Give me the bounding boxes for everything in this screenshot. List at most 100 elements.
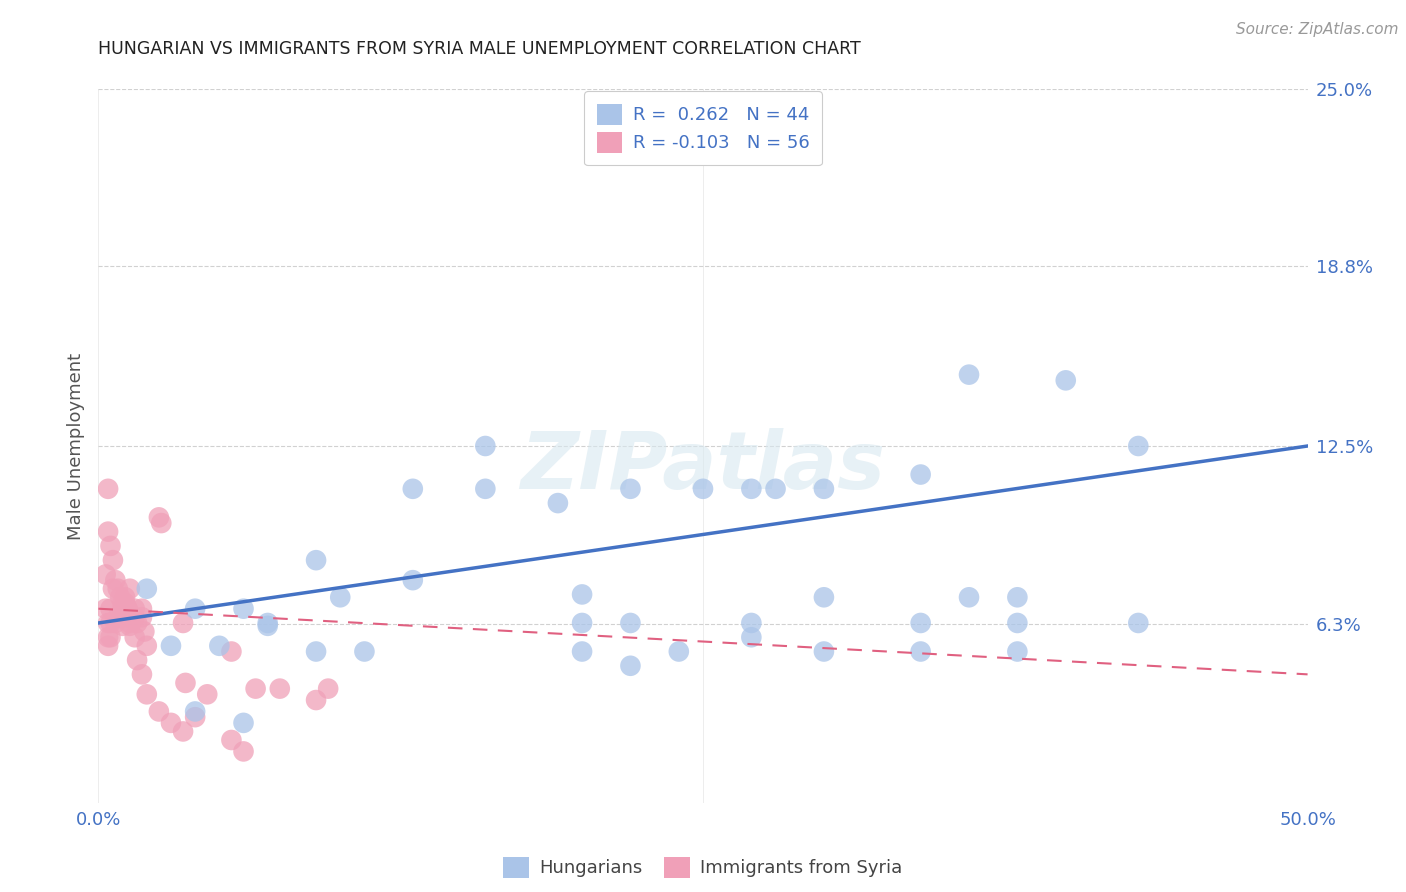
Point xyxy=(127,615,149,630)
Point xyxy=(150,516,173,530)
Point xyxy=(117,601,139,615)
Point xyxy=(134,624,156,639)
Point xyxy=(402,482,425,496)
Point xyxy=(97,630,120,644)
Point xyxy=(910,615,932,630)
Point xyxy=(117,601,139,615)
Point xyxy=(184,601,207,615)
Point xyxy=(100,539,122,553)
Point xyxy=(269,681,291,696)
Point xyxy=(107,610,129,624)
Point xyxy=(402,573,425,587)
Point xyxy=(94,601,117,615)
Point xyxy=(619,615,641,630)
Point xyxy=(101,582,124,596)
Point xyxy=(124,601,146,615)
Point xyxy=(127,653,149,667)
Point xyxy=(160,715,183,730)
Point xyxy=(232,601,254,615)
Point xyxy=(148,510,170,524)
Point xyxy=(174,676,197,690)
Point xyxy=(813,482,835,496)
Point xyxy=(131,601,153,615)
Point xyxy=(94,567,117,582)
Point xyxy=(474,439,496,453)
Point xyxy=(1128,615,1150,630)
Point xyxy=(571,644,593,658)
Point xyxy=(172,724,194,739)
Point xyxy=(160,639,183,653)
Point xyxy=(1007,591,1029,605)
Point xyxy=(910,467,932,482)
Point xyxy=(740,482,762,496)
Point xyxy=(104,573,127,587)
Point xyxy=(108,591,131,605)
Point xyxy=(135,582,157,596)
Point xyxy=(957,591,980,605)
Point xyxy=(256,619,278,633)
Point xyxy=(101,553,124,567)
Point xyxy=(619,658,641,673)
Point xyxy=(221,733,243,747)
Point xyxy=(232,744,254,758)
Point xyxy=(124,630,146,644)
Legend: Hungarians, Immigrants from Syria: Hungarians, Immigrants from Syria xyxy=(495,847,911,887)
Point xyxy=(135,687,157,701)
Point xyxy=(353,644,375,658)
Point xyxy=(148,705,170,719)
Point xyxy=(118,619,141,633)
Point xyxy=(740,615,762,630)
Point xyxy=(1007,644,1029,658)
Point xyxy=(316,681,339,696)
Point xyxy=(256,615,278,630)
Point xyxy=(1054,373,1077,387)
Point xyxy=(135,639,157,653)
Point xyxy=(104,615,127,630)
Point xyxy=(245,681,267,696)
Point xyxy=(329,591,352,605)
Point xyxy=(740,630,762,644)
Point xyxy=(131,667,153,681)
Point xyxy=(131,610,153,624)
Point xyxy=(910,644,932,658)
Point xyxy=(957,368,980,382)
Point xyxy=(232,715,254,730)
Point xyxy=(765,482,787,496)
Point xyxy=(124,610,146,624)
Point xyxy=(117,610,139,624)
Point xyxy=(107,582,129,596)
Point xyxy=(208,639,231,653)
Point xyxy=(619,482,641,496)
Point xyxy=(184,710,207,724)
Point xyxy=(172,615,194,630)
Point xyxy=(100,615,122,630)
Point xyxy=(111,619,134,633)
Point xyxy=(100,630,122,644)
Point xyxy=(97,482,120,496)
Text: HUNGARIAN VS IMMIGRANTS FROM SYRIA MALE UNEMPLOYMENT CORRELATION CHART: HUNGARIAN VS IMMIGRANTS FROM SYRIA MALE … xyxy=(98,40,860,58)
Point xyxy=(305,693,328,707)
Point xyxy=(305,553,328,567)
Point xyxy=(571,587,593,601)
Point xyxy=(1128,439,1150,453)
Point xyxy=(668,644,690,658)
Point xyxy=(813,591,835,605)
Point xyxy=(547,496,569,510)
Point xyxy=(111,601,134,615)
Point xyxy=(97,615,120,630)
Point xyxy=(114,591,136,605)
Point xyxy=(813,644,835,658)
Point xyxy=(114,596,136,610)
Point xyxy=(118,582,141,596)
Point xyxy=(118,615,141,630)
Point xyxy=(195,687,218,701)
Point xyxy=(97,639,120,653)
Point xyxy=(184,705,207,719)
Y-axis label: Male Unemployment: Male Unemployment xyxy=(66,352,84,540)
Point xyxy=(1007,615,1029,630)
Point xyxy=(111,596,134,610)
Point xyxy=(221,644,243,658)
Text: ZIPatlas: ZIPatlas xyxy=(520,428,886,507)
Text: Source: ZipAtlas.com: Source: ZipAtlas.com xyxy=(1236,22,1399,37)
Point xyxy=(571,615,593,630)
